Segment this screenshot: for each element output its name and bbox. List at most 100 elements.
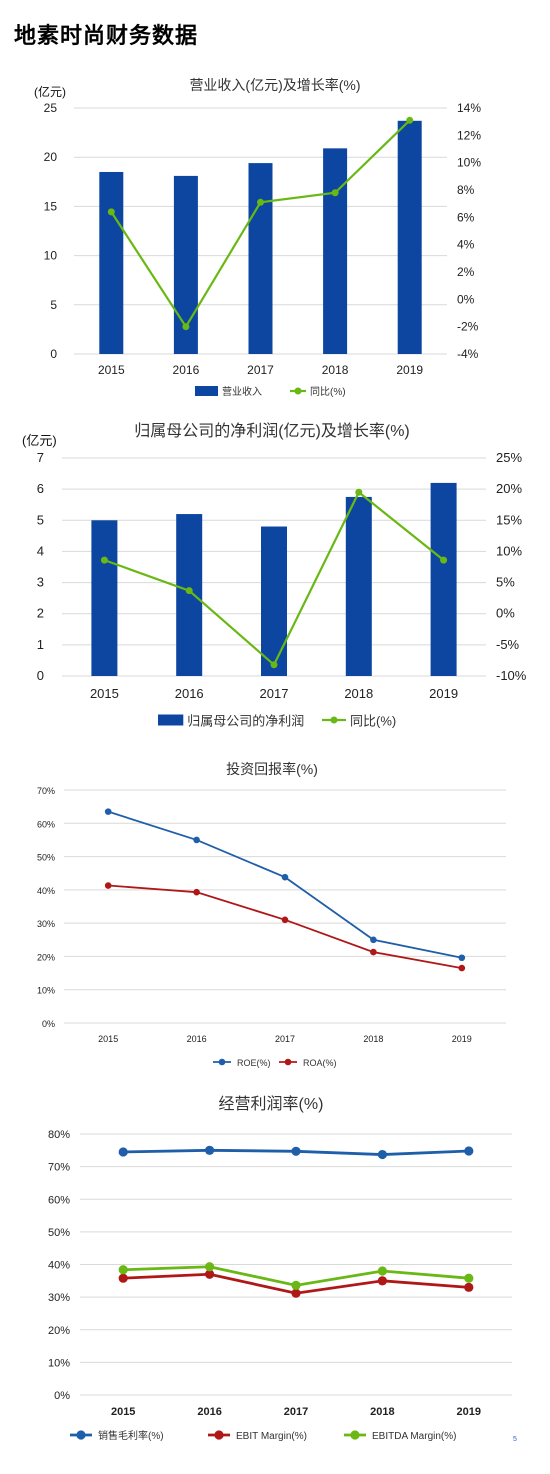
series-point (377, 1276, 387, 1286)
growth-point (440, 556, 448, 564)
y-tick-label: 0% (54, 1390, 70, 1402)
series-point (118, 1147, 128, 1157)
series-point (205, 1269, 215, 1279)
x-tick-label: 2016 (173, 363, 200, 377)
y-right-tick-label: 8% (457, 183, 475, 197)
series-point (291, 1288, 301, 1298)
y-tick-label: 30% (37, 919, 55, 929)
series-point (370, 948, 377, 956)
x-tick-label: 2017 (275, 1034, 295, 1044)
bar (430, 482, 457, 676)
y-left-tick-label: 25 (44, 101, 58, 115)
series-point (377, 1149, 387, 1160)
operating-margin-chart: 经营利润率(%) 0% 10% 20% 30% 40% 50% 60% 70% 80% 2015 20… (48, 1095, 512, 1442)
y-tick-label: 60% (37, 819, 55, 829)
chart-title: 投资回报率(%) (226, 761, 318, 777)
y-left-tick-label: 5 (37, 512, 44, 527)
series-line (107, 810, 462, 959)
legend-label: 销售毛利率(%) (98, 1429, 164, 1442)
y-tick-label: 50% (37, 853, 55, 863)
y-left-tick-label: 20 (44, 150, 58, 164)
y-left-tick-label: 6 (37, 481, 44, 496)
y-left-tick-label: 10 (44, 249, 58, 263)
x-tick-label: 2016 (175, 686, 204, 701)
legend-marker (214, 1430, 224, 1440)
series-point (464, 1273, 474, 1283)
series-point (281, 916, 289, 924)
growth-point (100, 556, 108, 564)
legend-line-marker (330, 716, 338, 724)
series-point (104, 882, 112, 889)
y-axis-unit-label: (亿元) (22, 433, 57, 448)
x-tick-label: 2017 (260, 686, 289, 701)
y-tick-label: 30% (48, 1292, 70, 1304)
y-left-tick-label: 1 (37, 637, 44, 652)
series-point (458, 964, 466, 972)
y-tick-label: 70% (37, 786, 55, 796)
growth-point (406, 116, 414, 124)
legend-line-marker (294, 387, 302, 395)
x-tick-label: 2017 (284, 1406, 308, 1418)
y-left-tick-label: 0 (50, 347, 57, 361)
y-left-tick-label: 15 (44, 199, 58, 213)
growth-point (107, 208, 115, 216)
y-right-tick-label: -2% (457, 320, 479, 334)
legend-line-label: 同比(%) (350, 714, 396, 729)
y-left-tick-label: 3 (37, 575, 44, 590)
y-right-tick-label: 0% (457, 292, 475, 306)
series-line (108, 884, 462, 969)
growth-point (331, 189, 339, 197)
y-right-tick-label: 10% (496, 543, 522, 558)
net-profit-chart: 归属母公司的净利润(亿元)及增长率(%) (亿元) 0 1 2 3 4 5 6 7 -10% -5% 0… (22, 422, 527, 729)
x-tick-label: 2018 (344, 686, 373, 701)
y-tick-label: 50% (48, 1227, 70, 1239)
bar (397, 120, 422, 355)
legend-bar-label: 营业收入 (222, 385, 262, 398)
chart-title: 经营利润率(%) (219, 1095, 324, 1113)
y-tick-label: 70% (48, 1162, 70, 1174)
series-point (205, 1262, 215, 1272)
x-tick-label: 2019 (396, 363, 423, 377)
legend-marker (284, 1058, 292, 1066)
legend-marker (76, 1430, 86, 1440)
series-point (370, 936, 377, 944)
return-rate-chart: 投资回报率(%) 0% 10% 20% 30% 40% 50% 60% 70% 2015 2016 2… (37, 761, 506, 1068)
legend-label: EBIT Margin(%) (236, 1431, 307, 1442)
growth-point (270, 661, 278, 669)
y-right-tick-label: 25% (496, 450, 522, 465)
y-tick-label: 10% (48, 1357, 70, 1369)
x-tick-label: 2017 (247, 363, 274, 377)
bar (261, 526, 287, 676)
y-left-tick-label: 7 (37, 450, 44, 465)
y-tick-label: 60% (48, 1194, 70, 1206)
x-tick-label: 2019 (457, 1406, 481, 1418)
series-point (291, 1280, 301, 1290)
series-point (118, 1265, 128, 1275)
page-title: 地素时尚财务数据 (14, 24, 199, 49)
legend-bar-label: 归属母公司的净利润 (187, 714, 304, 729)
y-tick-label: 10% (37, 986, 55, 996)
y-left-tick-label: 0 (37, 668, 44, 683)
x-tick-label: 2016 (197, 1406, 221, 1418)
y-right-tick-label: 15% (496, 512, 522, 527)
x-tick-label: 2019 (452, 1034, 472, 1044)
y-right-tick-label: -10% (496, 668, 527, 683)
series-point (193, 836, 200, 844)
series-point (193, 888, 200, 896)
series-point (458, 954, 466, 962)
x-tick-label: 2019 (429, 686, 458, 701)
y-axis-unit-label: (亿元) (34, 84, 66, 99)
legend-bar-swatch (158, 714, 184, 726)
series-point (464, 1146, 474, 1156)
x-tick-label: 2015 (111, 1406, 135, 1418)
y-right-tick-label: 12% (457, 128, 481, 142)
y-right-tick-label: 2% (457, 265, 475, 279)
growth-point (185, 587, 193, 595)
y-left-tick-label: 4 (37, 543, 44, 558)
y-right-tick-label: -4% (457, 347, 479, 361)
growth-point (355, 488, 363, 496)
bar (91, 520, 118, 676)
y-tick-label: 40% (37, 886, 55, 896)
y-right-tick-label: 6% (457, 210, 475, 224)
chart-title: 营业收入(亿元)及增长率(%) (189, 77, 360, 93)
